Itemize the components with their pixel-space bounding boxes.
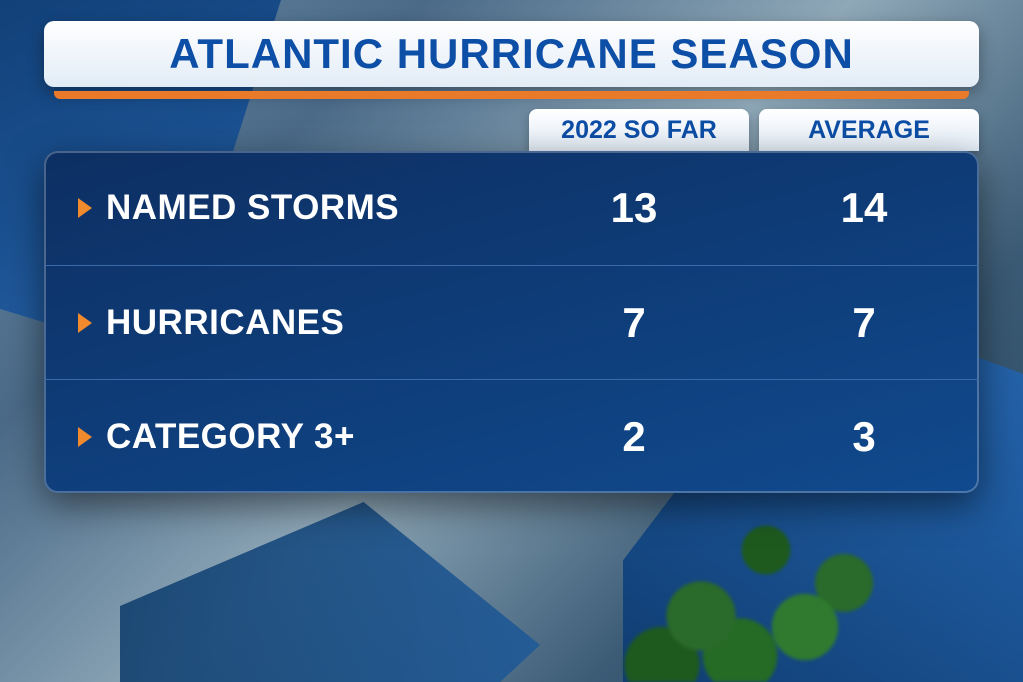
column-header-1: AVERAGE (759, 109, 979, 151)
title-underline (54, 91, 969, 99)
row-label: HURRICANES (78, 303, 519, 343)
table-row: CATEGORY 3+ 2 3 (44, 379, 979, 493)
bullet-icon (78, 313, 92, 333)
row-label: CATEGORY 3+ (78, 417, 519, 457)
cell-value: 7 (519, 299, 749, 347)
data-panel: NAMED STORMS 13 14 HURRICANES 7 7 CATEGO… (44, 151, 979, 493)
cell-value: 2 (519, 413, 749, 461)
cell-value: 14 (749, 184, 979, 232)
cell-value: 7 (749, 299, 979, 347)
table-row: HURRICANES 7 7 (44, 265, 979, 379)
title-bar: ATLANTIC HURRICANE SEASON (44, 21, 979, 99)
row-label: NAMED STORMS (78, 188, 519, 228)
title-text: ATLANTIC HURRICANE SEASON (169, 30, 854, 78)
bg-polygon-3 (120, 502, 540, 682)
row-label-text: NAMED STORMS (106, 188, 399, 228)
column-header-0: 2022 SO FAR (529, 109, 749, 151)
title-bar-bg: ATLANTIC HURRICANE SEASON (44, 21, 979, 87)
column-headers: 2022 SO FAR AVERAGE (44, 109, 979, 151)
bullet-icon (78, 198, 92, 218)
row-label-text: CATEGORY 3+ (106, 417, 355, 457)
cell-value: 13 (519, 184, 749, 232)
row-label-text: HURRICANES (106, 303, 344, 343)
bg-foliage (623, 462, 883, 682)
cell-value: 3 (749, 413, 979, 461)
bullet-icon (78, 427, 92, 447)
table-row: NAMED STORMS 13 14 (44, 151, 979, 265)
